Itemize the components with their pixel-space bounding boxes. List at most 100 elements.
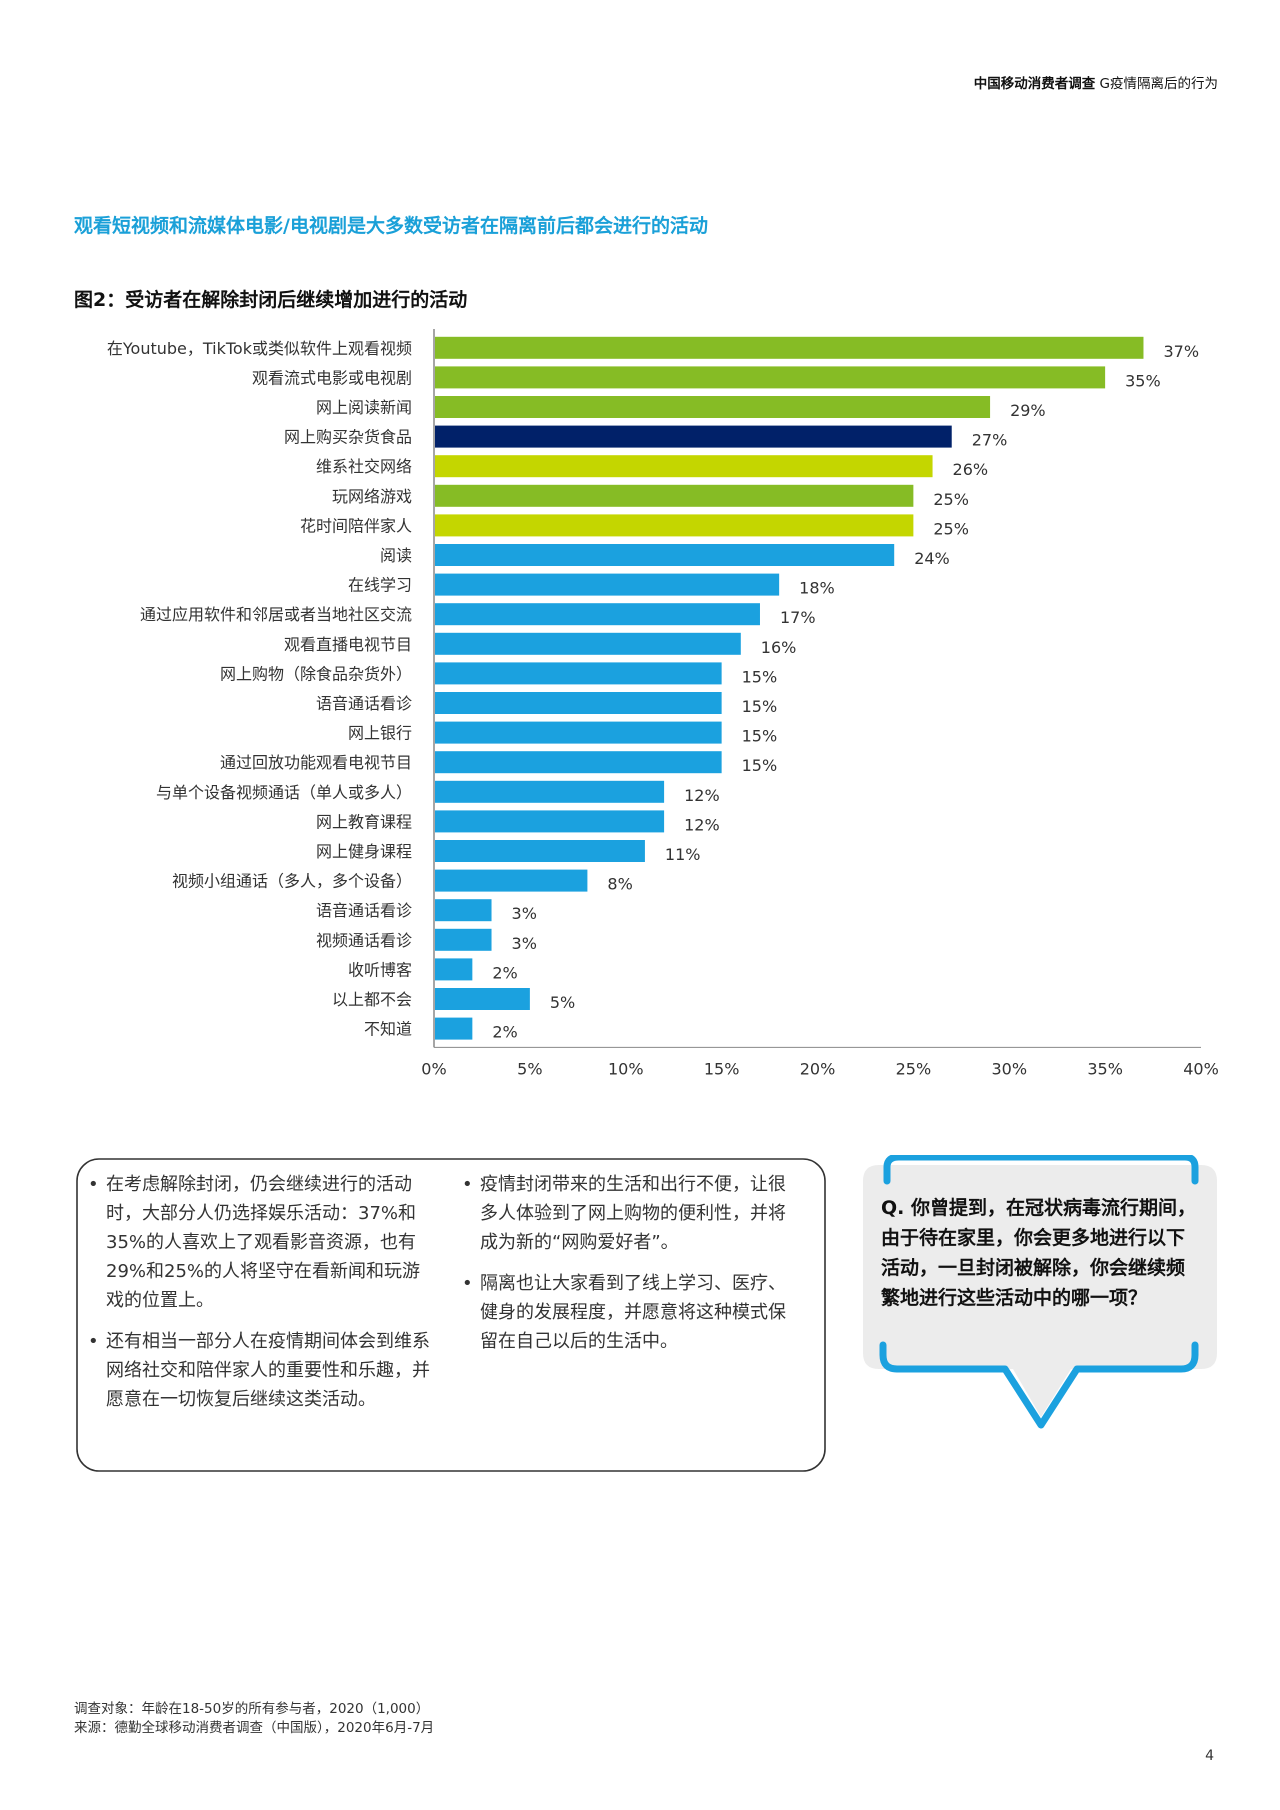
value-label: 15% <box>742 727 778 746</box>
finding-bullet: 还有相当一部分人在疫情期间体会到维系网络社交和陪伴家人的重要性和乐趣，并愿意在一… <box>88 1327 430 1414</box>
bar <box>435 988 530 1010</box>
bar <box>435 336 1144 359</box>
bar <box>435 692 722 714</box>
x-tick-label: 5% <box>517 1059 542 1078</box>
value-label: 26% <box>953 460 989 479</box>
category-label: 网上购买杂货食品 <box>284 428 412 447</box>
page-number: 4 <box>1205 1748 1214 1764</box>
finding-bullet: 疫情封闭带来的生活和出行不便，让很多人体验到了网上购物的便利性，并将成为新的“网… <box>462 1170 802 1257</box>
bar <box>435 573 780 596</box>
bar <box>435 603 760 626</box>
value-label: 2% <box>492 1023 517 1042</box>
value-label: 17% <box>780 608 816 627</box>
category-label: 与单个设备视频通话（单人或多人） <box>156 783 412 802</box>
category-label: 网上教育课程 <box>316 812 412 831</box>
value-label: 3% <box>512 934 537 953</box>
value-label: 8% <box>607 875 632 894</box>
bar <box>435 425 952 448</box>
value-label: 15% <box>742 697 778 716</box>
survey-question-bubble: Q. 你曾提到，在冠状病毒流行期间，由于待在家里，你会更多地进行以下活动，一旦封… <box>855 1155 1225 1445</box>
x-tick-label: 35% <box>1087 1059 1123 1078</box>
bar <box>435 366 1106 389</box>
value-label: 25% <box>933 490 969 509</box>
category-label: 以上都不会 <box>332 990 412 1009</box>
x-tick-label: 40% <box>1183 1059 1219 1078</box>
category-label: 通过回放功能观看电视节目 <box>220 753 412 772</box>
bar <box>435 721 722 744</box>
value-label: 12% <box>684 815 720 834</box>
survey-base-note: 调查对象：年龄在18-50岁的所有参与者，2020（1,000） <box>74 1701 430 1717</box>
category-label: 花时间陪伴家人 <box>300 516 412 535</box>
bar <box>435 396 991 418</box>
bar <box>435 899 492 922</box>
findings-column-right: 疫情封闭带来的生活和出行不便，让很多人体验到了网上购物的便利性，并将成为新的“网… <box>462 1170 802 1368</box>
bar <box>435 484 914 507</box>
value-label: 16% <box>761 638 797 657</box>
category-label: 观看直播电视节目 <box>284 635 412 654</box>
bar <box>435 958 473 981</box>
running-header: 中国移动消费者调查 G疫情隔离后的行为 <box>974 72 1218 92</box>
category-label: 维系社交网络 <box>316 457 412 476</box>
x-tick-label: 20% <box>800 1059 836 1078</box>
footnotes: 调查对象：年龄在18-50岁的所有参与者，2020（1,000） 来源：德勤全球… <box>74 1700 434 1738</box>
header-report-subtitle: G疫情隔离后的行为 <box>1095 76 1218 92</box>
value-label: 18% <box>799 579 835 598</box>
category-label: 视频小组通话（多人，多个设备） <box>172 872 412 891</box>
bar <box>435 455 933 478</box>
value-label: 37% <box>1163 342 1199 361</box>
bar <box>435 751 722 774</box>
category-label: 语音通话看诊 <box>316 694 412 713</box>
bar <box>435 1017 473 1040</box>
key-findings-box: 在考虑解除封闭，仍会继续进行的活动时，大部分人仍选择娱乐活动：37%和35%的人… <box>76 1158 826 1472</box>
x-tick-label: 30% <box>991 1059 1027 1078</box>
category-label: 阅读 <box>380 546 412 565</box>
value-label: 27% <box>972 431 1008 450</box>
value-label: 25% <box>933 519 969 538</box>
speech-bubble-icon <box>863 1155 1217 1429</box>
finding-bullet: 在考虑解除封闭，仍会继续进行的活动时，大部分人仍选择娱乐活动：37%和35%的人… <box>88 1170 430 1315</box>
survey-question-text: Q. 你曾提到，在冠状病毒流行期间，由于待在家里，你会更多地进行以下活动，一旦封… <box>881 1197 1196 1309</box>
x-tick-label: 10% <box>608 1059 644 1078</box>
x-tick-label: 25% <box>896 1059 932 1078</box>
source-note: 来源：德勤全球移动消费者调查（中国版），2020年6月-7月 <box>74 1720 435 1736</box>
value-label: 29% <box>1010 401 1046 420</box>
category-label: 收听博客 <box>348 960 412 979</box>
value-label: 24% <box>914 549 950 568</box>
bar <box>435 780 665 803</box>
bar <box>435 928 492 951</box>
category-label: 不知道 <box>364 1020 412 1039</box>
bar <box>435 544 895 566</box>
category-label: 在线学习 <box>348 576 412 595</box>
category-label: 通过应用软件和邻居或者当地社区交流 <box>140 605 412 624</box>
value-label: 15% <box>742 756 778 775</box>
bar <box>435 810 665 833</box>
value-label: 5% <box>550 993 575 1012</box>
x-tick-label: 15% <box>704 1059 740 1078</box>
header-report-title: 中国移动消费者调查 <box>973 76 1096 92</box>
bar <box>435 632 741 655</box>
category-label: 语音通话看诊 <box>316 901 412 920</box>
value-label: 2% <box>492 963 517 982</box>
key-findings-frame <box>76 1158 826 1472</box>
finding-bullet: 隔离也让大家看到了线上学习、医疗、健身的发展程度，并愿意将这种模式保留在自己以后… <box>462 1269 802 1356</box>
value-label: 12% <box>684 786 720 805</box>
bar <box>435 514 914 537</box>
activities-bar-chart: 在Youtube，TikTok或类似软件上观看视频 37% 观看流式电影或电视剧 35… <box>107 329 1219 1078</box>
value-label: 3% <box>512 904 537 923</box>
bar <box>435 840 645 862</box>
bar <box>435 869 588 892</box>
x-tick-label: 0% <box>421 1059 446 1078</box>
category-label: 网上银行 <box>348 724 412 743</box>
category-label: 在Youtube，TikTok或类似软件上观看视频 <box>107 339 412 358</box>
section-title: 观看短视频和流媒体电影/电视剧是大多数受访者在隔离前后都会进行的活动 <box>74 215 708 237</box>
category-label: 观看流式电影或电视剧 <box>252 368 412 387</box>
bar <box>435 662 722 685</box>
value-label: 11% <box>665 845 701 864</box>
category-label: 玩网络游戏 <box>332 487 412 506</box>
category-label: 视频通话看诊 <box>316 931 412 950</box>
category-label: 网上购物（除食品杂货外） <box>220 664 412 683</box>
findings-column-left: 在考虑解除封闭，仍会继续进行的活动时，大部分人仍选择娱乐活动：37%和35%的人… <box>88 1170 430 1426</box>
category-label: 网上健身课程 <box>316 842 412 861</box>
value-label: 35% <box>1125 371 1161 390</box>
value-label: 15% <box>742 667 778 686</box>
